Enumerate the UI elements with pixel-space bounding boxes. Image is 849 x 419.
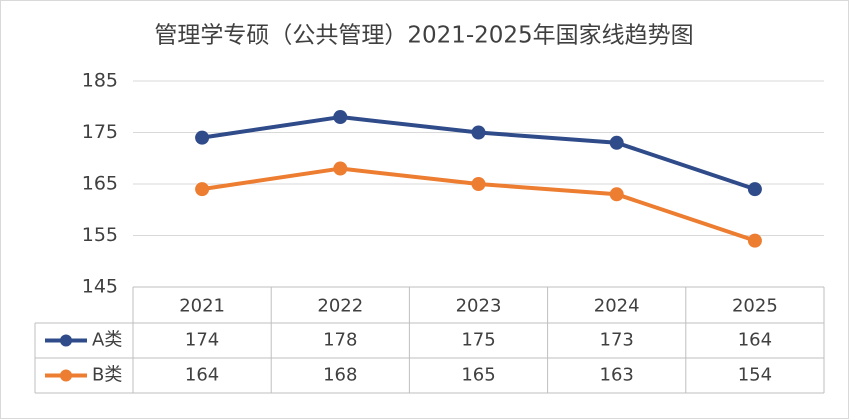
data-point xyxy=(747,233,762,248)
table-value: 154 xyxy=(738,365,772,386)
table-value: 164 xyxy=(185,365,219,386)
legend-label: A类 xyxy=(92,330,122,351)
table-value: 165 xyxy=(461,365,495,386)
table-value: 178 xyxy=(323,330,357,351)
x-tick-label: 2024 xyxy=(594,296,640,317)
legend-label: B类 xyxy=(92,365,122,386)
table-value: 163 xyxy=(600,365,634,386)
data-point xyxy=(195,182,210,197)
data-point xyxy=(609,135,624,150)
table-value: 164 xyxy=(738,330,772,351)
table-value: 173 xyxy=(600,330,634,351)
y-tick-label: 145 xyxy=(82,276,118,298)
data-point xyxy=(471,177,486,191)
data-point xyxy=(747,182,762,197)
data-point xyxy=(195,130,210,145)
x-tick-label: 2023 xyxy=(456,296,502,317)
table-value: 168 xyxy=(323,365,357,386)
chart-title: 管理学专硕（公共管理）2021-2025年国家线趋势图 xyxy=(154,23,693,49)
y-tick-label: 175 xyxy=(82,121,118,143)
x-tick-label: 2022 xyxy=(317,296,363,317)
table-value: 175 xyxy=(461,330,495,351)
y-tick-label: 165 xyxy=(82,173,118,195)
legend-marker xyxy=(60,369,72,382)
y-tick-label: 185 xyxy=(82,70,118,92)
x-tick-label: 2025 xyxy=(732,296,778,317)
data-point xyxy=(333,161,348,176)
data-point xyxy=(471,125,486,140)
table-value: 174 xyxy=(185,330,219,351)
data-point xyxy=(609,187,624,202)
y-tick-label: 155 xyxy=(82,224,118,246)
x-tick-label: 2021 xyxy=(179,296,225,317)
data-point xyxy=(333,110,348,125)
legend-marker xyxy=(60,334,72,347)
